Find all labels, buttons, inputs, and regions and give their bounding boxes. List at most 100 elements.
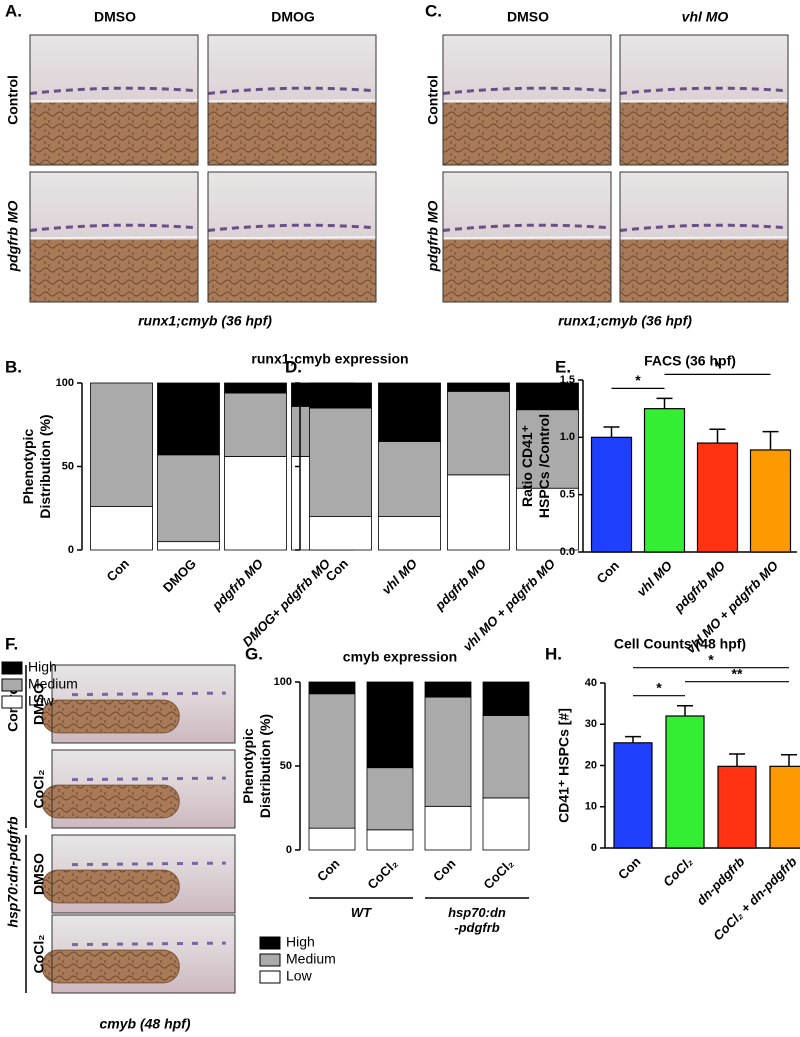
bar-segment bbox=[482, 715, 530, 799]
legend-label: Low bbox=[286, 968, 313, 984]
bar-segment bbox=[424, 681, 472, 698]
error-bar bbox=[781, 754, 797, 767]
yolk bbox=[208, 239, 376, 302]
row-label: pdgfrb MO bbox=[425, 201, 441, 273]
legend-label: High bbox=[286, 934, 315, 950]
frame bbox=[51, 749, 236, 829]
caption: runx1;cmyb (36 hpf) bbox=[138, 313, 272, 329]
stain bbox=[207, 86, 377, 95]
bar-segment bbox=[378, 441, 441, 518]
panel-label: E. bbox=[555, 357, 571, 376]
yolk bbox=[620, 239, 788, 302]
x-tick-label: Con bbox=[615, 854, 644, 883]
x-tick-label: vhl MO bbox=[379, 556, 420, 597]
frame bbox=[207, 34, 377, 166]
yolk bbox=[208, 102, 376, 165]
error-bar bbox=[625, 735, 641, 743]
x-tick-label: Con bbox=[594, 558, 623, 587]
y-tick-label: 0.0 bbox=[560, 546, 575, 558]
significance-label: * bbox=[715, 358, 721, 374]
yolk-extension bbox=[41, 699, 180, 734]
stain bbox=[442, 223, 612, 232]
y-tick-label: 1.0 bbox=[560, 431, 575, 443]
x-tick-label: CoCl₂ bbox=[660, 854, 696, 890]
frame bbox=[51, 914, 236, 994]
chart-title: runx1;cmyb expression bbox=[251, 351, 408, 367]
panel-label: B. bbox=[5, 357, 22, 376]
bar-segment bbox=[224, 382, 287, 394]
legend-label: Medium bbox=[286, 951, 336, 967]
stain bbox=[619, 86, 789, 95]
vessel-edge bbox=[619, 236, 789, 240]
stain bbox=[442, 86, 612, 95]
y-tick-label: 40 bbox=[585, 677, 597, 689]
error-bar bbox=[677, 704, 693, 716]
bar bbox=[665, 715, 705, 849]
yolk-extension bbox=[41, 869, 180, 904]
frame bbox=[619, 34, 789, 166]
x-tick-label: pdgfrb MO bbox=[208, 556, 266, 614]
row-label: DMSO bbox=[31, 853, 47, 895]
bar-segment bbox=[366, 681, 414, 769]
bar-segment bbox=[309, 407, 372, 517]
yolk bbox=[443, 102, 611, 165]
bar bbox=[590, 436, 633, 553]
frame bbox=[207, 171, 377, 303]
bar-segment bbox=[482, 681, 530, 716]
bar-segment bbox=[378, 516, 441, 551]
row-label: Control bbox=[5, 75, 21, 125]
y-tick-label: 1.5 bbox=[560, 374, 575, 386]
significance-label: * bbox=[656, 679, 662, 695]
x-tick-label: vhl MO bbox=[634, 558, 675, 599]
row-label: pdgfrb MO bbox=[5, 201, 21, 273]
micrograph bbox=[41, 834, 236, 914]
micrograph bbox=[41, 749, 236, 829]
stain bbox=[29, 223, 199, 232]
frame bbox=[619, 171, 789, 303]
caption: cmyb (48 hpf) bbox=[99, 1016, 190, 1032]
x-tick-label: Con bbox=[323, 556, 352, 585]
y-tick-label: 0 bbox=[68, 544, 74, 556]
bar-segment bbox=[516, 409, 579, 489]
column-label: DMOG bbox=[271, 9, 315, 25]
x-tick-label: CoCl₂ bbox=[364, 856, 400, 892]
frame bbox=[51, 664, 236, 744]
y-tick-label: 100 bbox=[274, 676, 292, 688]
bar-segment bbox=[424, 696, 472, 807]
frame bbox=[442, 34, 612, 166]
column-label: DMSO bbox=[507, 9, 549, 25]
error-bar bbox=[656, 397, 673, 409]
bar-segment bbox=[308, 827, 356, 851]
legend-swatch bbox=[259, 953, 281, 967]
x-tick-label: Con bbox=[104, 556, 133, 585]
row-label: CoCl₂ bbox=[31, 935, 47, 974]
micrograph bbox=[442, 171, 612, 303]
vessel-edge bbox=[442, 236, 612, 240]
y-tick-label: 50 bbox=[62, 460, 74, 472]
x-tick-label: pdgfrb MO bbox=[431, 556, 489, 614]
legend-label: High bbox=[28, 659, 57, 675]
micrograph bbox=[29, 171, 199, 303]
yolk bbox=[30, 239, 198, 302]
bar bbox=[643, 408, 686, 553]
micrograph bbox=[442, 34, 612, 166]
y-axis-label: Phenotypic bbox=[20, 429, 36, 505]
y-tick-label: 30 bbox=[585, 718, 597, 730]
bar-segment bbox=[447, 474, 510, 551]
stain bbox=[207, 223, 377, 232]
x-tick-label: Con bbox=[430, 856, 459, 885]
y-tick-label: 0 bbox=[286, 844, 292, 856]
bar-segment bbox=[516, 487, 579, 551]
bar bbox=[717, 765, 757, 849]
y-tick-label: 0 bbox=[591, 842, 597, 854]
micrograph bbox=[207, 34, 377, 166]
x-tick-label: DMOG bbox=[160, 556, 199, 595]
y-tick-label: 0.5 bbox=[560, 489, 575, 501]
row-label: Control bbox=[425, 75, 441, 125]
legend-swatch bbox=[1, 695, 23, 709]
chart-title: cmyb expression bbox=[343, 649, 457, 665]
error-bar bbox=[709, 428, 726, 444]
y-axis-label: Distribution (%) bbox=[257, 714, 273, 818]
bar-segment bbox=[424, 805, 472, 851]
